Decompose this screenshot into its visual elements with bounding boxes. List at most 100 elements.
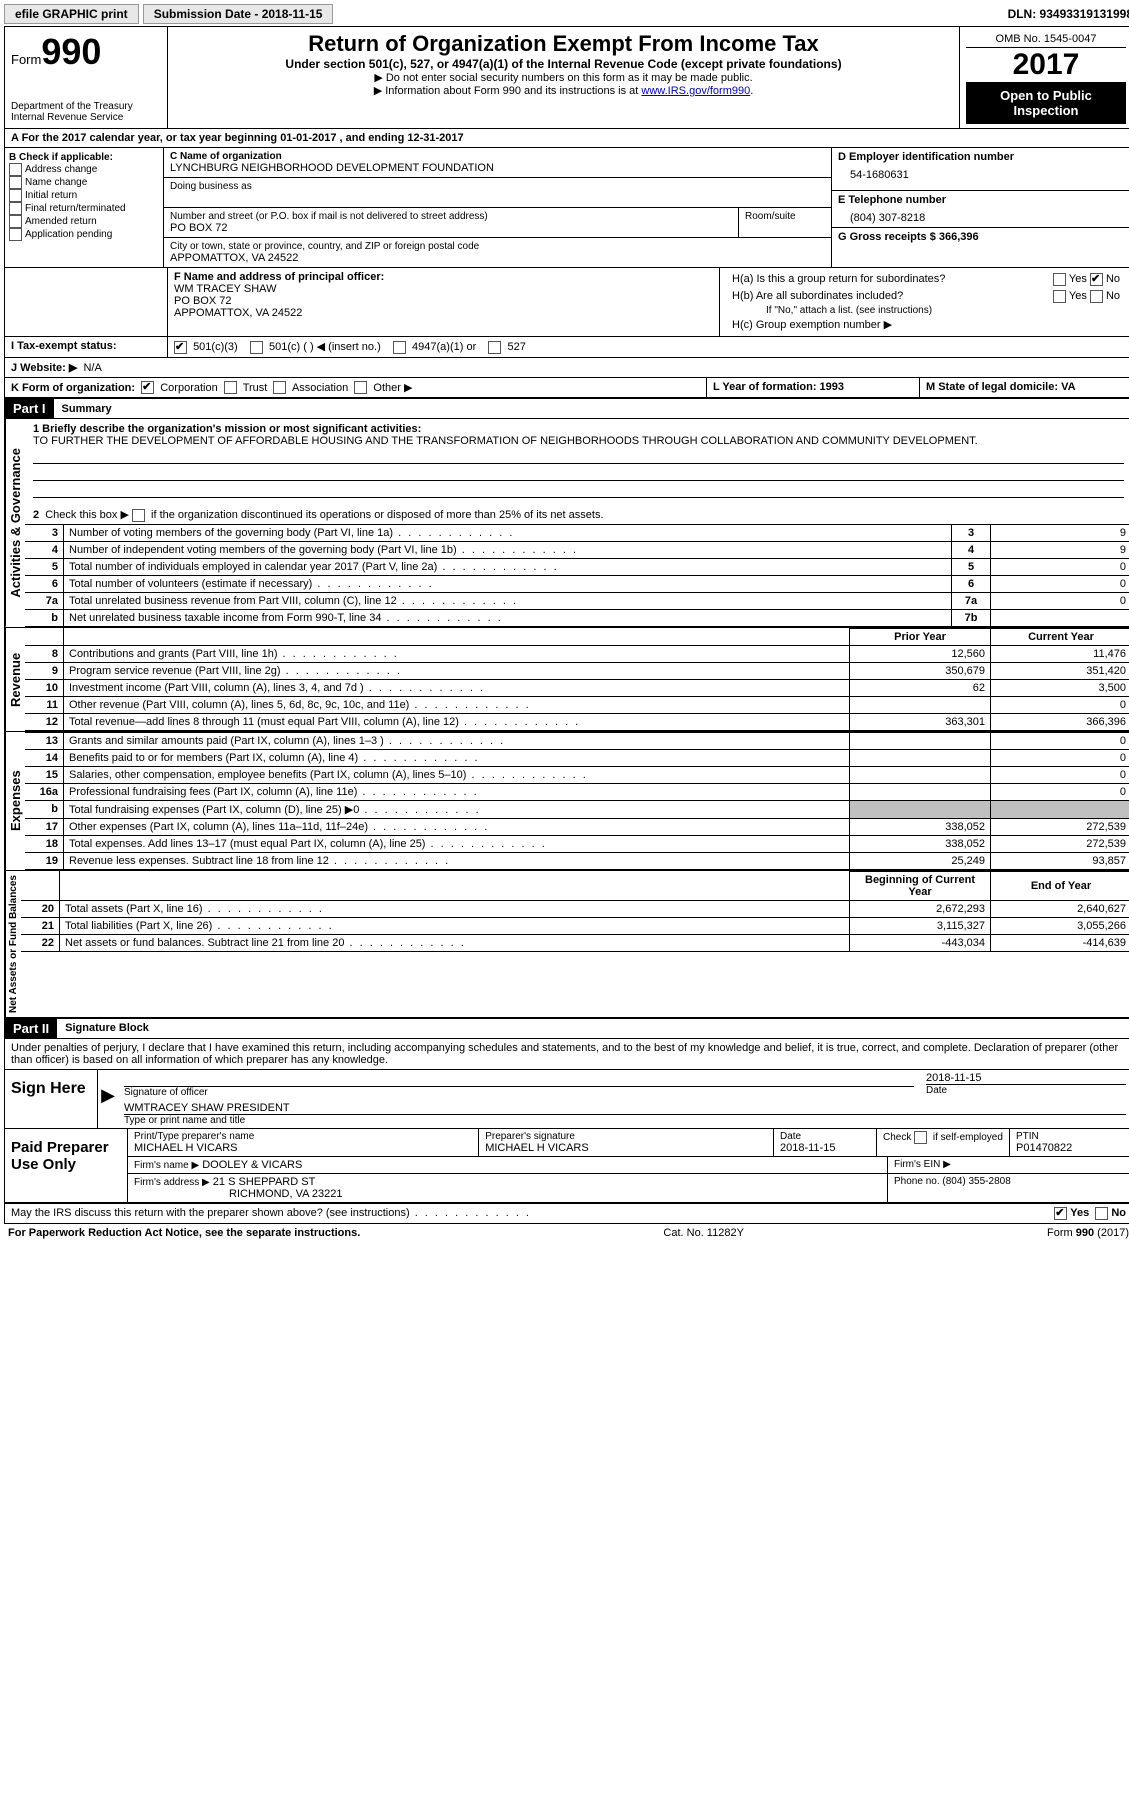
k-trust[interactable] xyxy=(224,381,237,394)
line2-checkbox[interactable] xyxy=(132,509,145,522)
footer-form: Form 990 (2017) xyxy=(1047,1227,1129,1239)
submission-date-button[interactable]: Submission Date - 2018-11-15 xyxy=(143,4,334,24)
part2-title: Signature Block xyxy=(57,1022,149,1034)
sign-date-label: Date xyxy=(926,1085,1126,1096)
line-no: 17 xyxy=(25,818,64,835)
prior-val xyxy=(850,783,991,800)
current-val: -414,639 xyxy=(991,934,1129,951)
prior-val xyxy=(850,696,991,713)
current-val: 2,640,627 xyxy=(991,900,1129,917)
part1-title: Summary xyxy=(54,403,112,415)
current-val: 0 xyxy=(991,783,1129,800)
ha-no[interactable] xyxy=(1090,273,1103,286)
current-val: 0 xyxy=(991,766,1129,783)
line-no: 7a xyxy=(25,592,64,609)
k-assoc[interactable] xyxy=(273,381,286,394)
efile-button[interactable]: efile GRAPHIC print xyxy=(4,4,139,24)
line-val xyxy=(991,609,1129,626)
current-val: 3,055,266 xyxy=(991,917,1129,934)
prior-val: 3,115,327 xyxy=(850,917,991,934)
discuss-yes[interactable] xyxy=(1054,1207,1067,1220)
tax-501c[interactable] xyxy=(250,341,263,354)
k-corp[interactable] xyxy=(141,381,154,394)
line-no: 18 xyxy=(25,835,64,852)
line-box: 7b xyxy=(952,609,991,626)
col-header: Current Year xyxy=(991,628,1129,645)
line-k-label: K Form of organization: xyxy=(11,382,135,394)
line-no: 8 xyxy=(25,645,64,662)
checkbox-final-return[interactable] xyxy=(9,202,22,215)
line-box: 6 xyxy=(952,575,991,592)
line-val: 9 xyxy=(991,524,1129,541)
open-to-public: Open to Public Inspection xyxy=(966,82,1126,124)
line-text: Total liabilities (Part X, line 26) xyxy=(60,917,850,934)
line-no: 14 xyxy=(25,749,64,766)
line-m: M State of legal domicile: VA xyxy=(919,378,1129,398)
line-2: 2 Check this box ▶ if the organization d… xyxy=(25,506,1129,524)
checkbox-name-change[interactable] xyxy=(9,176,22,189)
line-text: Total unrelated business revenue from Pa… xyxy=(64,592,952,609)
tax-4947[interactable] xyxy=(393,341,406,354)
line-no: 10 xyxy=(25,679,64,696)
hb-note: If "No," attach a list. (see instruction… xyxy=(726,305,1126,316)
dln-label: DLN: 93493319131998 xyxy=(1008,7,1129,21)
k-other[interactable] xyxy=(354,381,367,394)
prior-val: 363,301 xyxy=(850,713,991,730)
irs-link[interactable]: www.IRS.gov/form990 xyxy=(641,85,750,97)
side-netassets: Net Assets or Fund Balances xyxy=(5,871,21,1017)
checkbox-initial-return[interactable] xyxy=(9,189,22,202)
tax-501c3[interactable] xyxy=(174,341,187,354)
hb-label: H(b) Are all subordinates included? xyxy=(732,290,1053,303)
col-header: Beginning of Current Year xyxy=(850,871,991,900)
hb-no[interactable] xyxy=(1090,290,1103,303)
dept-irs: Internal Revenue Service xyxy=(11,112,161,123)
prior-val: 2,672,293 xyxy=(850,900,991,917)
box-b: B Check if applicable: Address change Na… xyxy=(5,148,164,267)
hb-yes[interactable] xyxy=(1053,290,1066,303)
form-number: Form990 xyxy=(11,31,161,73)
ptin-label: PTIN xyxy=(1016,1131,1126,1142)
prior-val xyxy=(850,749,991,766)
ha-yes[interactable] xyxy=(1053,273,1066,286)
firm-phone: Phone no. (804) 355-2808 xyxy=(888,1174,1129,1202)
discuss-no[interactable] xyxy=(1095,1207,1108,1220)
line-no: 19 xyxy=(25,852,64,869)
instr-info: ▶ Information about Form 990 and its ins… xyxy=(174,84,953,97)
line-box: 7a xyxy=(952,592,991,609)
current-val: 0 xyxy=(991,749,1129,766)
type-name-label: Type or print name and title xyxy=(124,1115,1126,1126)
line-val: 0 xyxy=(991,592,1129,609)
mission-text: TO FURTHER THE DEVELOPMENT OF AFFORDABLE… xyxy=(33,435,1124,447)
prior-val xyxy=(850,732,991,749)
self-employed-checkbox[interactable] xyxy=(914,1131,927,1144)
line-no: 16a xyxy=(25,783,64,800)
line-text: Program service revenue (Part VIII, line… xyxy=(64,662,850,679)
street-value: PO BOX 72 xyxy=(170,222,227,234)
preparer-sig-val: MICHAEL H VICARS xyxy=(485,1142,767,1154)
firm-addr2: RICHMOND, VA 23221 xyxy=(134,1188,343,1200)
line-val: 9 xyxy=(991,541,1129,558)
line-text: Total number of individuals employed in … xyxy=(64,558,952,575)
current-val: 351,420 xyxy=(991,662,1129,679)
col-header: Prior Year xyxy=(850,628,991,645)
tax-527[interactable] xyxy=(488,341,501,354)
line-text: Salaries, other compensation, employee b… xyxy=(64,766,850,783)
checkbox-application-pending[interactable] xyxy=(9,228,22,241)
current-val: 3,500 xyxy=(991,679,1129,696)
checkbox-address-change[interactable] xyxy=(9,163,22,176)
side-revenue: Revenue xyxy=(5,628,25,731)
checkbox-amended-return[interactable] xyxy=(9,215,22,228)
hc-label: H(c) Group exemption number ▶ xyxy=(726,316,1126,333)
mission-label: 1 Briefly describe the organization's mi… xyxy=(33,423,1124,435)
side-expenses: Expenses xyxy=(5,732,25,870)
sign-arrow-icon: ▶ xyxy=(98,1070,118,1128)
prior-val: 338,052 xyxy=(850,818,991,835)
instr-ssn: ▶ Do not enter social security numbers o… xyxy=(174,71,953,84)
perjury-text: Under penalties of perjury, I declare th… xyxy=(5,1039,1129,1070)
line-text: Total expenses. Add lines 13–17 (must eq… xyxy=(64,835,850,852)
preparer-date-label: Date xyxy=(780,1131,870,1142)
officer-city: APPOMATTOX, VA 24522 xyxy=(174,307,302,319)
ein-value: 54-1680631 xyxy=(838,163,1126,187)
line-no: 13 xyxy=(25,732,64,749)
preparer-print-val: MICHAEL H VICARS xyxy=(134,1142,472,1154)
